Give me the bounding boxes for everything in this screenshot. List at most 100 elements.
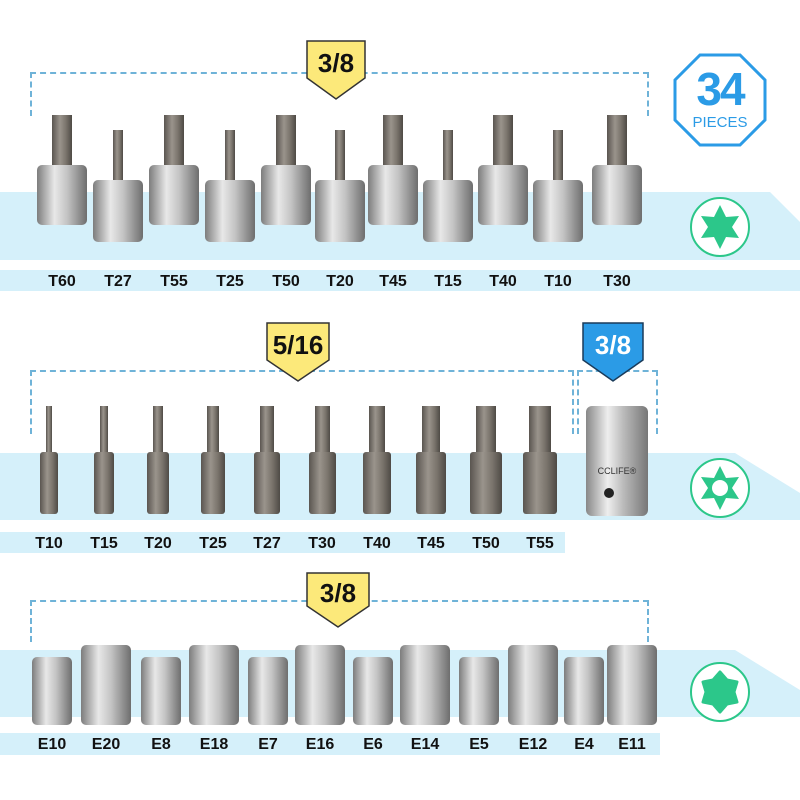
size-label: E12 — [518, 736, 548, 753]
section2-band — [0, 453, 800, 520]
torx-bit-tip — [100, 406, 108, 456]
bit-socket — [533, 180, 583, 242]
e-torx-socket — [607, 645, 657, 725]
torx-bit-tip — [368, 406, 386, 456]
size-label: T27 — [253, 535, 281, 552]
bit-socket — [261, 165, 311, 225]
drive-size: 3/8 — [317, 48, 355, 78]
size-label: T25 — [216, 273, 244, 290]
torx-bit-shank — [415, 452, 447, 514]
torx-bit-shank — [94, 452, 114, 514]
size-label: T10 — [35, 535, 63, 552]
size-label: E7 — [258, 736, 278, 753]
size-label: T60 — [48, 273, 76, 290]
security-torx-icon — [690, 458, 750, 518]
size-label: T15 — [90, 535, 118, 552]
adapter-drive-badge: 3/8 — [582, 322, 644, 382]
bit-socket — [478, 165, 528, 225]
torx-bit-tip — [607, 115, 627, 170]
drive-size: 5/16 — [272, 330, 324, 360]
e-torx-socket — [295, 645, 345, 725]
bit-socket — [37, 165, 87, 225]
size-label: E11 — [618, 736, 646, 753]
section3-drive-badge: 3/8 — [306, 572, 370, 628]
size-label: E16 — [305, 736, 335, 753]
section1-label-bar — [0, 270, 800, 291]
torx-bit-tip — [314, 406, 330, 456]
size-label: T27 — [104, 273, 132, 290]
torx-bit-shank — [147, 452, 169, 514]
section2-drive-badge: 5/16 — [266, 322, 330, 382]
pieces-badge: 34 PIECES — [672, 52, 768, 148]
torx-bit-tip — [207, 406, 219, 456]
pieces-count: 34 — [696, 63, 745, 115]
section2-label-bar — [0, 532, 565, 553]
torx-bit-shank — [254, 452, 280, 514]
size-label: E6 — [363, 736, 383, 753]
size-label: T30 — [603, 273, 631, 290]
size-label: T50 — [272, 273, 300, 290]
size-label: T25 — [199, 535, 227, 552]
e-torx-socket — [564, 657, 604, 725]
e-torx-socket — [141, 657, 181, 725]
size-label: E8 — [151, 736, 171, 753]
e-torx-socket — [248, 657, 288, 725]
e-torx-socket — [459, 657, 499, 725]
bit-socket — [93, 180, 143, 242]
size-label: E14 — [410, 736, 440, 753]
size-label: E20 — [91, 736, 121, 753]
bit-adapter: CCLIFE® — [586, 406, 648, 516]
e-torx-socket — [400, 645, 450, 725]
bit-socket — [423, 180, 473, 242]
size-label: E5 — [469, 736, 489, 753]
bit-socket — [205, 180, 255, 242]
size-label: T15 — [434, 273, 462, 290]
size-label: T40 — [489, 273, 517, 290]
bit-socket — [592, 165, 642, 225]
torx-bit-tip — [113, 130, 123, 185]
torx-bit-tip — [52, 115, 72, 170]
torx-bit-tip — [493, 115, 513, 170]
size-label: T50 — [472, 535, 500, 552]
torx-bit-shank — [522, 452, 558, 514]
torx-bit-tip — [276, 115, 296, 170]
torx-bit-tip — [225, 130, 235, 185]
bit-socket — [149, 165, 199, 225]
torx-bit-tip — [260, 406, 274, 456]
e-torx-socket — [353, 657, 393, 725]
drive-size: 3/8 — [319, 578, 357, 608]
torx-bit-shank — [362, 452, 392, 514]
torx-bit-tip — [153, 406, 163, 456]
e-torx-socket — [189, 645, 239, 725]
external-torx-icon — [690, 662, 750, 722]
pieces-label: PIECES — [692, 114, 748, 131]
size-label: T20 — [326, 273, 354, 290]
torx-bit-shank — [469, 452, 503, 514]
torx-bit-shank — [40, 452, 58, 514]
size-label: E18 — [199, 736, 229, 753]
bit-socket — [368, 165, 418, 225]
size-label: T45 — [417, 535, 445, 552]
size-label: T10 — [544, 273, 572, 290]
size-label: T40 — [363, 535, 391, 552]
section1-drive-badge: 3/8 — [306, 40, 366, 100]
torx-star-icon — [690, 197, 750, 257]
torx-bit-tip — [475, 406, 497, 456]
size-label: T30 — [308, 535, 336, 552]
torx-bit-tip — [528, 406, 552, 456]
e-torx-socket — [81, 645, 131, 725]
torx-bit-shank — [308, 452, 336, 514]
section3-label-bar — [0, 733, 660, 755]
torx-bit-tip — [46, 406, 52, 456]
drive-size: 3/8 — [594, 330, 632, 360]
size-label: T45 — [379, 273, 407, 290]
torx-bit-tip — [443, 130, 453, 185]
torx-bit-tip — [383, 115, 403, 170]
size-label: T55 — [526, 535, 554, 552]
torx-bit-tip — [553, 130, 563, 185]
size-label: E4 — [574, 736, 594, 753]
e-torx-socket — [32, 657, 72, 725]
size-label: T55 — [160, 273, 188, 290]
torx-bit-tip — [421, 406, 441, 456]
